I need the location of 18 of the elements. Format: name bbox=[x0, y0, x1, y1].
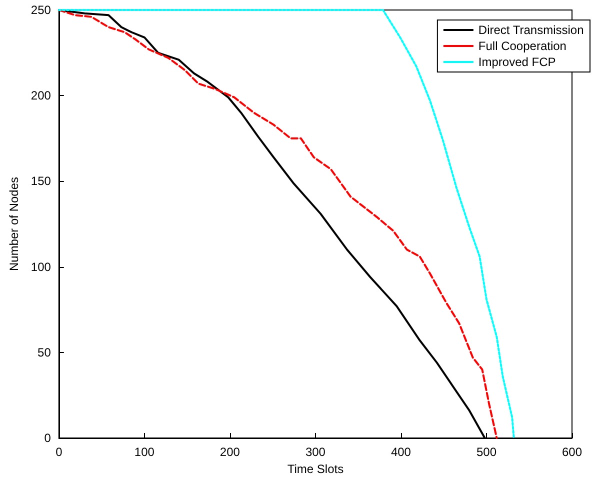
x-tick-label: 100 bbox=[134, 445, 155, 459]
y-tick-label: 200 bbox=[30, 88, 52, 103]
legend-label: Direct Transmission bbox=[478, 23, 584, 37]
y-tick-label: 150 bbox=[30, 174, 52, 188]
x-tick-label: 600 bbox=[562, 445, 582, 459]
legend-label: Improved FCP bbox=[478, 55, 556, 69]
y-tick-label: 50 bbox=[38, 345, 52, 360]
y-tick-label: 0 bbox=[44, 431, 52, 445]
x-tick-label: 200 bbox=[220, 445, 240, 459]
x-tick-label: 0 bbox=[56, 445, 63, 459]
x-tick-label: 500 bbox=[476, 445, 497, 459]
y-axis-title: Number of Nodes bbox=[7, 176, 21, 272]
x-tick-label: 400 bbox=[390, 445, 412, 459]
y-tick-label: 100 bbox=[30, 260, 52, 274]
y-tick-label: 250 bbox=[30, 3, 52, 17]
x-axis-title: Time Slots bbox=[287, 462, 344, 476]
x-tick-label: 300 bbox=[305, 445, 326, 459]
legend-label: Full Cooperation bbox=[478, 39, 566, 53]
